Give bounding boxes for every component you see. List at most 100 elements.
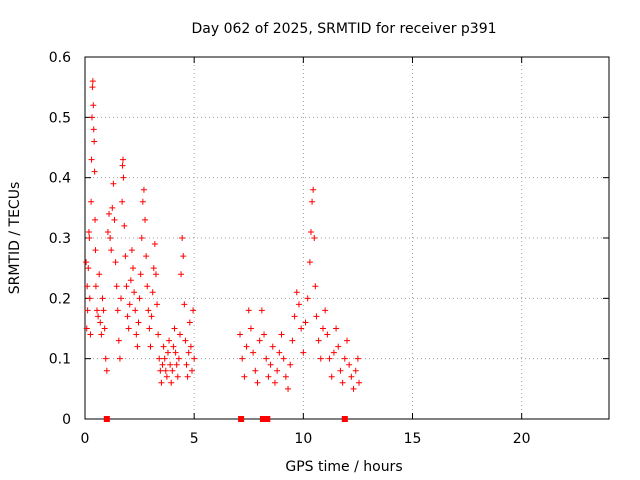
data-point	[322, 307, 329, 314]
data-point	[123, 283, 130, 290]
data-point	[278, 331, 285, 338]
data-point	[352, 367, 359, 374]
data-point	[312, 283, 319, 290]
data-point	[339, 379, 346, 386]
data-point	[356, 379, 363, 386]
data-point	[289, 337, 296, 344]
data-point	[254, 379, 261, 386]
data-point	[98, 331, 105, 338]
data-point	[86, 235, 93, 241]
data-point	[89, 84, 96, 91]
data-point	[160, 343, 167, 350]
data-point	[295, 301, 302, 308]
data-point	[148, 313, 155, 320]
data-point	[167, 361, 174, 368]
data-point	[92, 283, 99, 290]
data-point	[114, 307, 121, 314]
zero-marker	[264, 416, 271, 422]
data-point	[186, 319, 193, 326]
x-tick-label: 20	[513, 431, 531, 447]
data-point	[89, 78, 96, 85]
data-point	[307, 228, 314, 235]
data-point	[162, 367, 169, 374]
data-point	[84, 307, 91, 314]
data-point	[317, 355, 324, 362]
data-point	[86, 295, 93, 302]
data-point	[271, 379, 278, 386]
data-point	[164, 349, 171, 356]
data-point	[124, 313, 131, 320]
data-point	[85, 265, 92, 272]
data-point	[183, 361, 190, 368]
data-point	[100, 307, 107, 314]
data-point	[168, 379, 175, 386]
data-point	[146, 325, 153, 332]
x-tick-labels: 0 5 10 15 20	[81, 431, 531, 447]
data-point	[250, 349, 257, 356]
data-point	[138, 235, 145, 241]
data-point	[119, 198, 126, 205]
data-point	[140, 186, 147, 193]
zero-marker	[238, 416, 245, 422]
data-point	[309, 198, 316, 205]
data-point	[344, 337, 350, 344]
y-axis-label: SRMTID / TECUs	[7, 182, 23, 295]
data-point	[83, 259, 90, 266]
data-point	[181, 301, 188, 308]
data-point	[133, 331, 140, 338]
data-point	[298, 325, 305, 332]
data-point	[130, 265, 137, 272]
data-point	[137, 271, 144, 278]
data-point	[179, 235, 186, 241]
data-point	[121, 222, 128, 229]
data-point	[346, 361, 353, 368]
data-point	[83, 325, 90, 332]
data-point	[155, 331, 162, 338]
data-point	[178, 271, 185, 278]
data-point	[280, 355, 287, 362]
data-point	[175, 355, 182, 362]
data-point	[171, 325, 178, 332]
data-point	[109, 204, 116, 211]
data-point	[269, 343, 276, 350]
data-point	[191, 355, 198, 362]
data-point	[256, 337, 263, 344]
axis-ticks	[84, 56, 609, 420]
data-point	[88, 198, 95, 205]
data-point	[185, 349, 192, 356]
data-point	[90, 126, 97, 133]
data-point	[101, 325, 108, 332]
zero-marker	[341, 416, 348, 422]
data-point	[144, 283, 151, 290]
data-point	[94, 307, 101, 314]
data-point	[111, 216, 118, 223]
data-point	[237, 331, 244, 338]
data-point	[145, 307, 152, 314]
data-point	[159, 361, 166, 368]
data-point	[161, 355, 168, 362]
data-point	[97, 319, 104, 326]
data-point	[91, 168, 98, 175]
data-point	[157, 367, 164, 374]
data-point	[239, 355, 246, 362]
data-point	[88, 156, 95, 163]
data-point	[263, 355, 270, 362]
data-point	[172, 349, 179, 356]
data-point	[282, 373, 289, 380]
data-point	[92, 247, 99, 254]
x-axis-label: GPS time / hours	[285, 459, 402, 475]
data-point	[252, 367, 259, 374]
data-point	[341, 355, 348, 362]
y-tick-label: 0	[62, 412, 71, 428]
data-point	[324, 331, 331, 338]
data-point	[152, 271, 159, 278]
data-point	[247, 325, 254, 332]
data-point	[95, 313, 102, 320]
data-point	[118, 295, 125, 302]
data-point	[180, 253, 187, 260]
data-point	[147, 343, 154, 350]
data-point	[169, 367, 176, 374]
data-point	[120, 174, 127, 181]
data-point	[104, 228, 111, 235]
